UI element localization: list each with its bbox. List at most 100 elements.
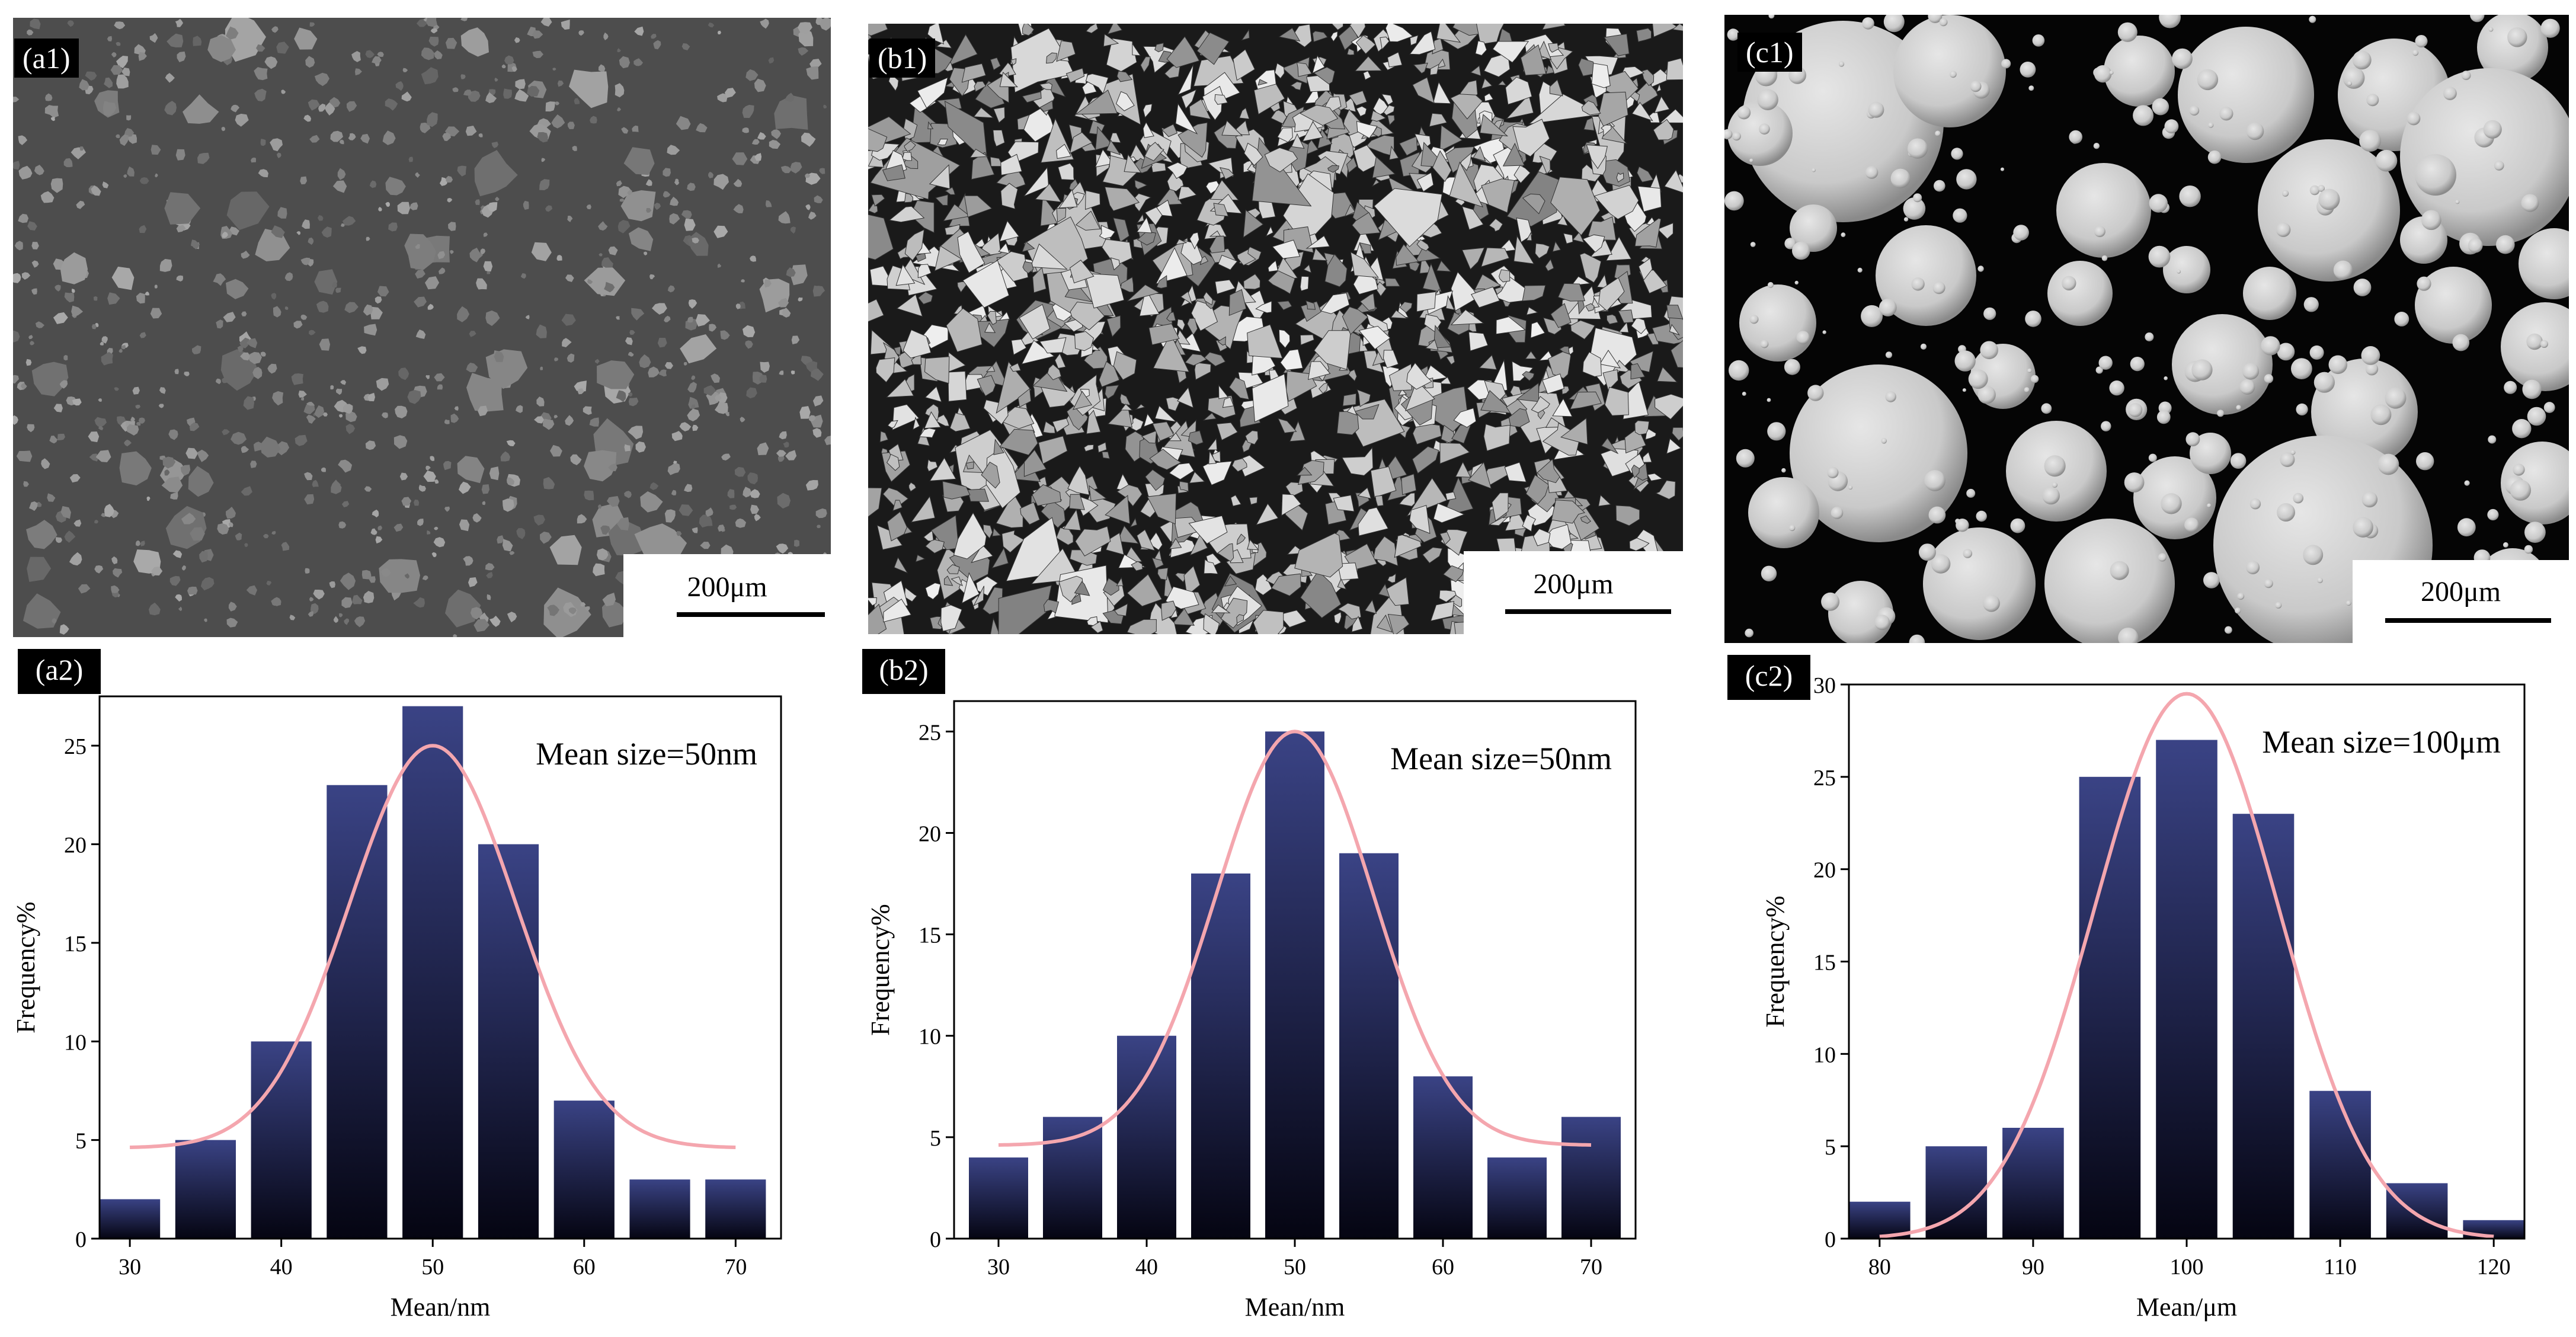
sem-particle (365, 50, 375, 58)
sem-particle (293, 321, 303, 329)
sem-flake (1362, 71, 1371, 81)
sem-particle (509, 551, 515, 555)
sem-particle (94, 296, 98, 301)
sem-sphere (1790, 204, 1837, 252)
sem-satellite (2237, 593, 2245, 600)
sem-flake (1135, 404, 1145, 410)
sem-satellite (2246, 561, 2260, 574)
annotation-b2: Mean size=50nm (1390, 741, 1612, 776)
sem-flake (1672, 427, 1683, 442)
sem-particle (228, 522, 233, 527)
sem-satellite (1950, 71, 1957, 78)
sem-flake (1143, 121, 1154, 138)
sem-flake (1436, 24, 1461, 43)
sem-satellite (2101, 255, 2108, 261)
sem-flake (1351, 616, 1363, 632)
sem-flake (1148, 532, 1163, 551)
sem-particle (329, 581, 335, 588)
sem-flake (1450, 309, 1484, 325)
sem-particle (516, 405, 523, 413)
sem-flake (918, 292, 933, 305)
sem-flake (1601, 437, 1619, 455)
sem-particle (226, 507, 236, 519)
sem-flake (1429, 113, 1448, 127)
sem-sphere (2501, 442, 2569, 524)
sem-particle (85, 71, 97, 81)
sem-satellite (1919, 543, 1936, 561)
sem-particle (527, 85, 540, 97)
sem-flake (1217, 336, 1226, 346)
sem-satellite (1761, 565, 1777, 581)
sem-particle (264, 56, 278, 69)
sem-flake (1522, 514, 1536, 532)
sem-particle (570, 454, 582, 465)
sem-flake (1513, 165, 1531, 184)
sem-flake (1637, 185, 1662, 212)
sem-flake (1228, 377, 1250, 400)
sem-satellite (1980, 341, 1998, 360)
sem-flake (948, 370, 967, 402)
sem-particle (330, 130, 343, 142)
sem-particle (344, 302, 359, 314)
sem-satellite (2370, 404, 2392, 426)
sem-particle (501, 64, 506, 69)
sem-satellite (1727, 28, 1739, 41)
sem-flake (1030, 243, 1068, 270)
sem-satellite (2313, 372, 2335, 393)
sem-flake (961, 63, 987, 83)
sem-particle (485, 310, 500, 327)
ytick-label-c2: 25 (1813, 766, 1836, 791)
sem-particle (246, 338, 258, 348)
xaxis-label-c2: Mean/μm (2136, 1293, 2237, 1322)
sem-satellite (1749, 158, 1753, 162)
scale-line-b1 (1505, 609, 1671, 614)
sem-particle (578, 30, 584, 36)
sem-particle (679, 504, 693, 516)
sem-satellite (2164, 376, 2168, 380)
sem-sphere (1876, 225, 1976, 326)
sem-satellite (2148, 245, 2171, 268)
bar-b2-45 (1191, 873, 1250, 1239)
sem-particle (684, 218, 696, 231)
sem-flake (1086, 410, 1101, 434)
sem-flake (990, 617, 1000, 634)
sem-particle (574, 380, 587, 392)
sem-particle (207, 35, 236, 62)
sem-particle (652, 303, 667, 315)
sem-satellite (1953, 208, 1967, 223)
sem-flake (883, 599, 912, 623)
sem-flake (1271, 110, 1287, 124)
sem-flake (1113, 603, 1128, 616)
sem-satellite (2513, 463, 2525, 476)
sem-particle (608, 522, 645, 556)
sem-particle (764, 279, 772, 288)
sem-particle (445, 37, 457, 49)
sem-flake (886, 453, 900, 471)
sem-satellite (2177, 269, 2181, 274)
sem-flake (1299, 104, 1339, 126)
sem-particle (111, 52, 117, 57)
sem-flake (1157, 567, 1169, 581)
sem-flake (1129, 517, 1138, 528)
sem-particle (428, 36, 439, 47)
sem-satellite (2277, 503, 2295, 522)
sem-satellite (2110, 561, 2129, 580)
sem-particle (489, 466, 500, 481)
sem-particle (757, 442, 769, 455)
sem-particle (187, 586, 198, 595)
bar-a2-50 (402, 706, 463, 1239)
sem-flake (1099, 361, 1120, 388)
sem-flake (1132, 43, 1141, 56)
sem-satellite (1883, 15, 1905, 33)
sem-particle (799, 406, 811, 419)
sem-satellite (2208, 122, 2214, 128)
sem-flake (871, 194, 885, 207)
sem-flake (1104, 186, 1140, 212)
sem-flake (1056, 40, 1076, 62)
sem-particle (277, 207, 287, 219)
sem-flake (1300, 570, 1342, 619)
sem-flake (1604, 33, 1630, 56)
sem-flake (1095, 149, 1114, 168)
sem-particle (318, 103, 326, 112)
sem-flake (908, 482, 917, 492)
